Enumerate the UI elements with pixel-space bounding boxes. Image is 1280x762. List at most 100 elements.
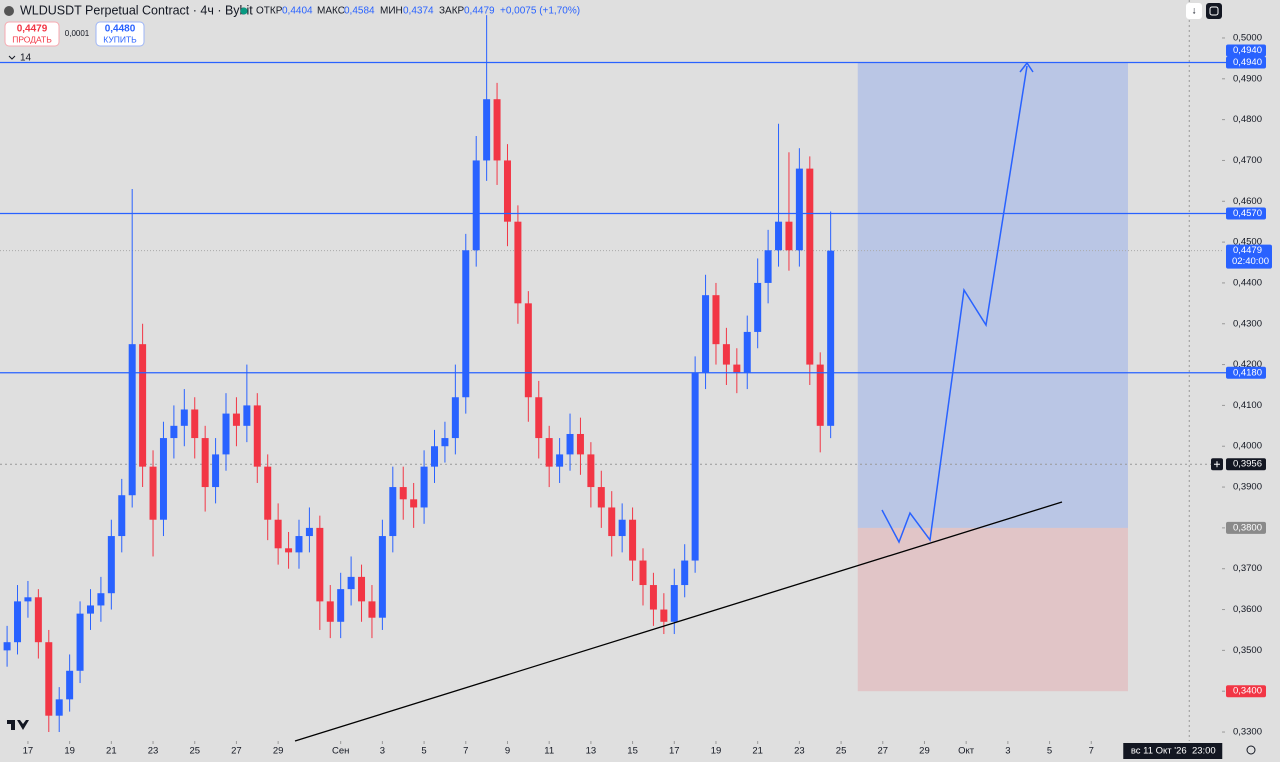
candle-body [629, 519, 637, 561]
stop-label: 0,3400 [1233, 686, 1262, 697]
candle-body [764, 250, 772, 283]
candle-body [128, 344, 136, 496]
scroll-icon: ↓ [1192, 6, 1197, 17]
x-tick-label: 19 [64, 746, 75, 757]
ohlc-value: 0,4584 [344, 6, 375, 17]
candle-body [337, 589, 345, 622]
sell-button[interactable] [4, 21, 60, 47]
candle-body [139, 344, 147, 467]
candle-body [483, 99, 491, 161]
candle-body [232, 413, 240, 426]
last-price-label: 0,4479 [1233, 245, 1262, 256]
candle-body [754, 282, 762, 332]
candle-body [285, 548, 293, 553]
candle-body [347, 576, 355, 590]
y-tick-label: 0,3500 [1233, 645, 1262, 656]
x-tick-label: 23 [794, 746, 805, 757]
y-tick-label: 0,4100 [1233, 400, 1262, 411]
candle-body [66, 670, 74, 700]
buy-button[interactable] [95, 21, 145, 47]
ohlc-label: ЗАКР [439, 6, 465, 17]
candle-body [462, 250, 470, 398]
candle-body [201, 438, 209, 488]
x-tick-label: 19 [711, 746, 722, 757]
crosshair-tag [1226, 458, 1266, 471]
candle-body [326, 601, 334, 622]
buy-price: 0,4480 [105, 24, 136, 35]
candle-body [608, 507, 616, 537]
settings-icon[interactable] [1246, 745, 1256, 755]
candle-body [503, 160, 511, 222]
candle-body [451, 397, 459, 439]
ohlc-value: 0,4374 [403, 6, 434, 17]
candle-body [378, 536, 386, 618]
candle-body [180, 409, 188, 426]
candle-body [535, 397, 543, 439]
crosshair-time-label: вс 11 Окт '26 23:00 [1131, 746, 1216, 757]
target-tag [1226, 44, 1266, 57]
ohlc-label: ОТКР [256, 6, 283, 17]
candle-body [295, 536, 303, 553]
y-tick-label: 0,4700 [1233, 155, 1262, 166]
y-tick-label: 0,3300 [1233, 727, 1262, 738]
scroll-button[interactable] [1186, 3, 1202, 19]
y-tick-label: 0,4800 [1233, 114, 1262, 125]
candle-body [827, 250, 835, 426]
x-tick-label: 25 [189, 746, 200, 757]
candle-body [45, 642, 53, 716]
symbol-icon [4, 6, 14, 16]
candle-body [691, 372, 699, 561]
candle-body [702, 295, 710, 373]
candle-body [316, 527, 324, 602]
ohlc-value: 0,4479 [464, 6, 495, 17]
profit-zone [857, 62, 1128, 528]
x-tick-label: Окт [958, 746, 975, 757]
candle-body [76, 613, 84, 671]
x-tick-label: 23 [148, 746, 159, 757]
loss-zone [857, 527, 1128, 692]
y-tick-label: 0,4500 [1233, 237, 1262, 248]
candle-body [368, 601, 376, 618]
stop-tag [1226, 685, 1266, 698]
x-tick-label: Сен [332, 746, 349, 757]
indicators-toggle[interactable] [8, 55, 16, 60]
y-tick-label: 0,4400 [1233, 277, 1262, 288]
ohlc-label: МАКС [317, 6, 345, 17]
candle-body [55, 699, 63, 716]
fullscreen-button[interactable] [1206, 3, 1222, 19]
candle-body [743, 331, 751, 373]
candle-body [24, 597, 32, 602]
crosshair-plus-icon [1214, 461, 1220, 468]
candle-body [681, 560, 689, 586]
level-tag [1226, 207, 1266, 220]
candle-body [14, 601, 22, 643]
entry-tag [1226, 521, 1266, 534]
candle-body [556, 454, 564, 467]
plot [0, 0, 1222, 741]
x-tick-label: 5 [1047, 746, 1052, 757]
candle-body [441, 438, 449, 447]
last-price-tag [1226, 244, 1272, 269]
candle-body [785, 221, 793, 251]
y-tick-label: 0,4200 [1233, 359, 1262, 370]
candle-body [722, 344, 730, 365]
candle-body [97, 593, 105, 606]
y-tick-label: 0,5000 [1233, 32, 1262, 43]
crosshair-label: 0,3956 [1233, 459, 1262, 470]
x-tick-label: 21 [752, 746, 763, 757]
candle-body [587, 454, 595, 488]
candle-body [389, 487, 397, 537]
symbol-title: WLDUSDT Perpetual Contract · 4ч · Bybit [20, 3, 253, 17]
candle-body [795, 168, 803, 251]
x-tick-label: 5 [421, 746, 426, 757]
candle-body [493, 99, 501, 161]
candle-body [34, 597, 42, 643]
candle-body [806, 168, 814, 365]
candle-body [670, 585, 678, 622]
x-tick-label: 15 [627, 746, 638, 757]
sell-price: 0,4479 [17, 24, 48, 35]
indicators-count: 14 [20, 53, 32, 64]
